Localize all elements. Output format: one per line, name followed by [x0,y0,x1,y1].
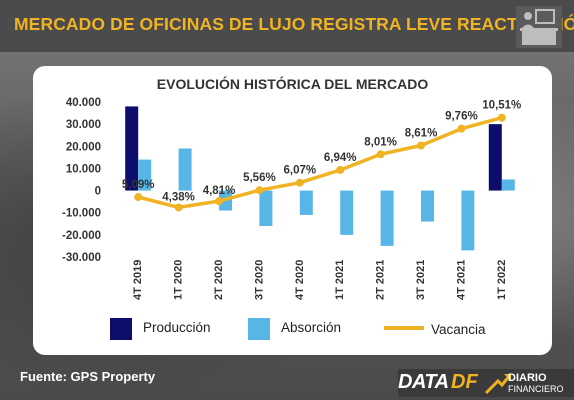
point-vacancia [376,150,385,159]
data-label-vacancia: 6,07% [283,165,316,177]
chart-title: EVOLUCIÓN HISTÓRICA DEL MERCADO [156,76,429,92]
y-tick-label: 0 [95,186,101,198]
office-worker-icon [516,6,562,48]
brand-df-text: DF [451,371,478,393]
data-label-vacancia: 5,09% [122,179,155,191]
point-vacancia [417,141,425,150]
bar-absorcion [340,190,354,235]
y-tick-label: 40.000 [66,97,101,109]
legend-line-vacancia [384,326,424,330]
y-tick-label: -10.000 [62,208,101,220]
x-tick-label: 2T 2020 [213,260,225,300]
legend-swatch-absorcion [248,318,270,340]
y-tick-label: 10.000 [66,163,101,175]
x-tick-label: 2T 2021 [375,260,387,300]
data-label-vacancia: 8,61% [405,128,438,140]
point-vacancia [336,165,345,174]
point-vacancia [497,113,506,122]
data-label-vacancia: 10,51% [482,100,521,112]
x-tick-label: 3T 2021 [415,260,427,300]
source-note: Fuente: GPS Property [20,369,156,384]
bar-absorcion [259,190,273,226]
y-tick-label: -30.000 [62,252,101,264]
y-tick-label: 30.000 [66,119,101,131]
data-label-vacancia: 9,76% [445,111,478,123]
bar-produccion [488,124,502,191]
x-tick-label: 4T 2019 [132,260,144,300]
legend-label-produccion: Producción [143,320,211,335]
data-label-vacancia: 6,94% [324,152,357,164]
bar-absorcion [178,148,192,191]
point-vacancia [134,193,143,202]
x-tick-label: 3T 2020 [253,260,265,300]
page-title: MERCADO DE OFICINAS DE LUJO REGISTRA LEV… [14,14,574,34]
bar-absorcion [380,190,394,246]
brand-financiero-text: FINANCIERO [508,384,564,394]
bar-absorcion [461,190,475,251]
x-tick-label: 1T 2021 [334,260,346,300]
data-label-vacancia: 4,38% [162,191,195,203]
header-bar [0,0,574,52]
point-vacancia [457,124,466,133]
x-tick-label: 4T 2020 [294,260,306,300]
x-tick-label: 1T 2022 [496,260,508,300]
bar-produccion [125,106,139,191]
legend-label-vacancia: Vacancia [431,322,486,337]
bar-absorcion [421,190,434,222]
brand-diario-text: DIARIO [508,372,547,384]
y-tick-label: 20.000 [66,141,101,153]
point-vacancia [295,178,304,187]
data-label-vacancia: 4,81% [203,185,236,197]
data-label-vacancia: 8,01% [364,136,397,148]
legend-swatch-produccion [110,318,132,340]
bar-absorcion [299,190,313,215]
bar-absorcion [138,159,152,191]
point-vacancia [174,203,183,212]
x-tick-label: 4T 2021 [455,260,467,300]
legend-label-absorcion: Absorción [281,320,342,335]
data-label-vacancia: 5,56% [243,172,276,184]
y-tick-label: -20.000 [62,230,101,242]
x-tick-label: 1T 2020 [173,260,185,300]
point-vacancia [215,197,223,206]
line-vacancia [137,116,503,210]
brand-data-text: DATA [398,371,449,393]
bar-absorcion [501,179,515,191]
brand-logo-background [398,369,574,397]
point-vacancia [255,186,264,195]
